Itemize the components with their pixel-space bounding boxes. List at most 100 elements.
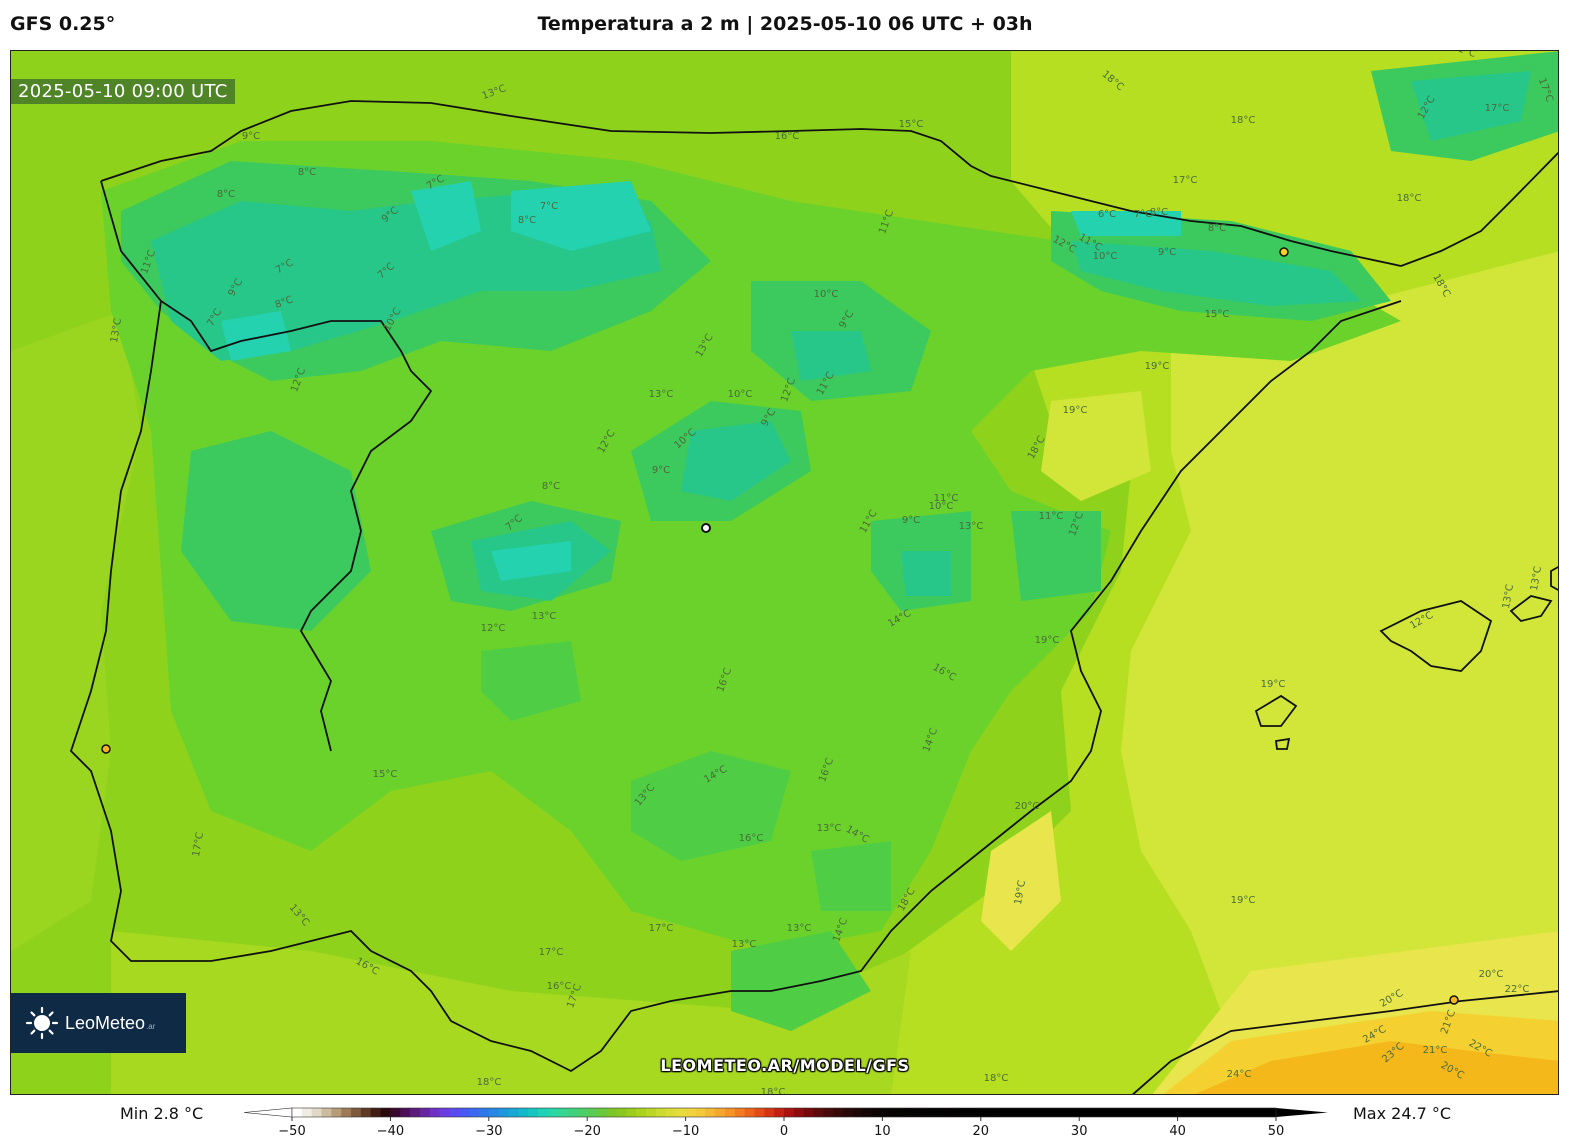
colorbar-tick-label: −10 bbox=[672, 1124, 699, 1139]
colorbar-step bbox=[429, 1108, 441, 1117]
contour-label: 9°C bbox=[1158, 247, 1176, 258]
colorbar-step bbox=[1128, 1108, 1139, 1117]
contour-label: 13°C bbox=[787, 923, 812, 934]
colorbar-tick-label: 20 bbox=[973, 1124, 990, 1139]
colorbar-step bbox=[301, 1108, 313, 1117]
coastlines bbox=[69, 100, 1558, 1094]
colorbar-step bbox=[410, 1108, 421, 1117]
contour-label: 8°C bbox=[1150, 207, 1168, 218]
coast-formentera bbox=[1274, 737, 1291, 750]
colorbar-step bbox=[734, 1108, 746, 1117]
colorbar-step bbox=[1216, 1108, 1228, 1117]
contour-label: 8°C bbox=[542, 481, 560, 492]
colorbar-step bbox=[331, 1108, 342, 1117]
colorbar-step bbox=[970, 1108, 982, 1117]
colorbar-step bbox=[351, 1108, 362, 1117]
coast-sardinia-edge bbox=[1550, 566, 1558, 591]
contour-label: 19°C bbox=[1013, 879, 1028, 905]
contour-label: 13°C bbox=[649, 389, 674, 400]
colorbar-step bbox=[341, 1108, 352, 1117]
contour-label: 10°C bbox=[929, 501, 954, 512]
colorbar-step bbox=[1167, 1108, 1179, 1117]
colorbar-step bbox=[636, 1108, 647, 1117]
cool-zone-12a bbox=[481, 641, 581, 721]
cool-zone-11e bbox=[181, 431, 371, 631]
south-warm-zone bbox=[111, 931, 911, 1094]
colorbar-step bbox=[823, 1108, 834, 1117]
colorbar-step bbox=[803, 1108, 815, 1117]
cool-zone-12d bbox=[811, 841, 891, 911]
colorbar-step bbox=[419, 1108, 431, 1117]
colorbar-step bbox=[1039, 1108, 1051, 1117]
contour-label: 21°C bbox=[1423, 1045, 1448, 1056]
leometeo-logo[interactable]: LeoMeteo .ar bbox=[11, 993, 186, 1053]
contour-label: 19°C bbox=[1231, 895, 1256, 906]
colorbar-step bbox=[882, 1108, 893, 1117]
contour-label: 16°C bbox=[547, 981, 572, 992]
colorbar-step bbox=[980, 1108, 992, 1117]
colorbar-step bbox=[1069, 1108, 1080, 1117]
temperature-map[interactable]: 13°C18°C18°C11°C17°C17°C12°C9°C8°C8°C7°C… bbox=[10, 50, 1559, 1095]
max-temperature: Max 24.7 °C bbox=[1353, 1104, 1452, 1123]
contour-label: 16°C bbox=[739, 833, 764, 844]
west-ocean-zone bbox=[11, 311, 141, 951]
coast-africa bbox=[1131, 990, 1558, 1094]
colorbar-tick-label: 10 bbox=[874, 1124, 891, 1139]
contour-label: 8°C bbox=[1208, 223, 1226, 234]
city-marker-lisbon bbox=[101, 744, 111, 754]
contour-label: 24°C bbox=[1227, 1069, 1252, 1080]
colorbar-step bbox=[1010, 1108, 1021, 1117]
contour-label: 19°C bbox=[1035, 635, 1060, 646]
colorbar-step bbox=[380, 1108, 391, 1117]
colorbar-step bbox=[1030, 1108, 1041, 1117]
contour-label: 17°C bbox=[1485, 103, 1510, 114]
model-name: GFS 0.25° bbox=[10, 13, 116, 35]
contour-label: 6°C bbox=[1098, 209, 1116, 220]
cold-zone-9f bbox=[901, 551, 951, 596]
contour-label: 17°C bbox=[649, 923, 674, 934]
cold-zone-7e bbox=[491, 541, 571, 581]
colorbar-step bbox=[557, 1108, 569, 1117]
colorbar-step bbox=[744, 1108, 756, 1117]
contour-label: 17°C bbox=[539, 947, 564, 958]
colorbar-ticks: −50 −40 −30 −20 −10 0 10 20 30 40 50 bbox=[278, 1117, 1284, 1139]
colorbar-step bbox=[567, 1108, 578, 1117]
colorbar-step bbox=[508, 1108, 519, 1117]
colorbar-step bbox=[1138, 1108, 1149, 1117]
colorbar-step bbox=[724, 1108, 736, 1117]
colorbar-step bbox=[1049, 1108, 1061, 1117]
colorbar-step bbox=[675, 1108, 687, 1117]
colorbar-step bbox=[518, 1108, 529, 1117]
cool-zone-12c bbox=[631, 751, 791, 861]
colorbar-step bbox=[1256, 1108, 1267, 1117]
colorbar-step bbox=[597, 1108, 608, 1117]
min-temperature: Min 2.8 °C bbox=[120, 1104, 204, 1123]
contour-label: 7°C bbox=[540, 201, 558, 212]
city-marker-andorra bbox=[1279, 247, 1289, 257]
contour-label: 13°C bbox=[732, 939, 757, 950]
sun-icon bbox=[25, 1006, 59, 1040]
cool-zone-11h bbox=[1011, 511, 1101, 601]
colorbar-tick-label: 0 bbox=[780, 1124, 788, 1139]
temperature-field: 13°C18°C18°C11°C17°C17°C12°C9°C8°C8°C7°C… bbox=[11, 51, 1558, 1094]
contour-label: 15°C bbox=[1205, 309, 1230, 320]
logo-text: LeoMeteo bbox=[65, 1012, 146, 1033]
cold-zone-7b bbox=[511, 181, 651, 251]
colorbar-step bbox=[1000, 1108, 1011, 1117]
contour-label: 20°C bbox=[1015, 801, 1040, 812]
colorbar-step bbox=[360, 1108, 372, 1117]
colorbar-step bbox=[833, 1108, 844, 1117]
contour-label: 18°C bbox=[1231, 115, 1256, 126]
temperature-colorbar: −50 −40 −30 −20 −10 0 10 20 30 40 50 bbox=[243, 1107, 1328, 1139]
colorbar-step bbox=[1207, 1108, 1218, 1117]
contour-label: 11°C bbox=[1039, 511, 1064, 522]
contour-label: 10°C bbox=[1093, 251, 1118, 262]
colorbar-step bbox=[961, 1108, 972, 1117]
colorbar-step bbox=[705, 1108, 716, 1117]
colorbar-step bbox=[1197, 1108, 1208, 1117]
city-marker-madrid bbox=[701, 523, 711, 533]
colorbar-step bbox=[646, 1108, 657, 1117]
colorbar-step bbox=[1246, 1108, 1257, 1117]
colorbar-step bbox=[843, 1108, 854, 1117]
contour-label: 11°C bbox=[1450, 51, 1477, 60]
